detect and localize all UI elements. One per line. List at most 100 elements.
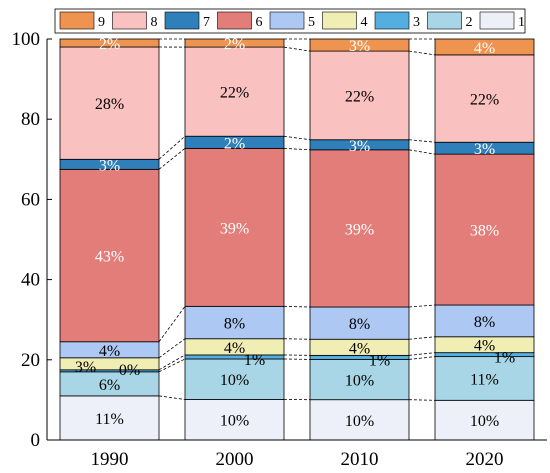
connectors <box>158 38 436 401</box>
segment-label: 4% <box>474 40 495 57</box>
bar-segment <box>309 399 410 441</box>
segment-label: 4% <box>349 340 370 357</box>
bar-segment <box>309 149 410 308</box>
bar-segment <box>59 395 160 441</box>
segment-label: 39% <box>220 220 249 237</box>
connector-line <box>158 358 186 373</box>
legend-swatch <box>479 11 515 30</box>
bar-segment <box>309 38 410 52</box>
segment-label: 2% <box>99 36 120 53</box>
legend-swatch <box>112 11 147 30</box>
legend-label: 7 <box>203 15 210 30</box>
bar-segment <box>309 306 410 340</box>
segment-label: 1% <box>369 352 390 369</box>
connector-line <box>408 139 436 143</box>
y-tick-label: 80 <box>21 109 40 130</box>
bar-segment <box>309 50 410 141</box>
connector-line <box>158 306 186 342</box>
connector-line <box>158 148 186 170</box>
bar-segment <box>184 305 285 340</box>
connector-line <box>408 399 436 401</box>
legend-swatch <box>269 11 305 30</box>
bar-segment <box>434 356 535 401</box>
y-tick-label: 0 <box>31 430 41 451</box>
segment-label: 22% <box>470 92 499 109</box>
legend-label: 8 <box>151 15 158 30</box>
connector-line <box>158 135 186 160</box>
segment-label: 10% <box>345 373 374 390</box>
connector-line <box>408 336 436 340</box>
bar-segment <box>309 358 410 401</box>
connector-line <box>408 352 436 356</box>
segment-label: 6% <box>99 377 120 394</box>
bar-segment <box>434 304 535 338</box>
bar-segment <box>434 153 535 306</box>
connector-line <box>283 135 311 141</box>
bar-segment <box>184 147 285 307</box>
legend-label: 2 <box>466 15 473 30</box>
x-tick-label: 2020 <box>466 449 504 470</box>
segment-label: 8% <box>224 316 245 333</box>
segment-label: 10% <box>220 372 249 389</box>
bar-segment <box>434 399 535 441</box>
bar-segment <box>184 38 285 48</box>
legend-label: 6 <box>256 15 263 30</box>
legend-swatch <box>164 11 200 30</box>
legend-label: 5 <box>308 15 315 30</box>
connector-line <box>408 50 436 56</box>
segment-label: 10% <box>220 413 249 430</box>
legend-label: 3 <box>413 15 420 30</box>
connector-line <box>283 147 311 151</box>
y-tick-label: 40 <box>21 270 40 291</box>
connector-line <box>283 338 311 340</box>
segment-label: 28% <box>95 96 124 113</box>
legend-label: 9 <box>98 15 105 30</box>
segment-label: 8% <box>474 314 495 331</box>
bar-segment <box>184 46 285 137</box>
connector-line <box>283 46 311 52</box>
segment-label: 3% <box>349 138 370 155</box>
x-tick-label: 2000 <box>216 449 254 470</box>
legend-swatch <box>427 11 462 30</box>
legend-swatch <box>322 11 357 30</box>
segment-label: 39% <box>345 221 374 238</box>
connector-line <box>283 305 311 308</box>
segment-label: 11% <box>470 371 499 388</box>
legend-label: 4 <box>361 15 368 30</box>
segment-label: 43% <box>95 249 124 266</box>
segment-label: 3% <box>349 38 370 55</box>
segment-label: 1% <box>494 350 515 367</box>
legend-swatch <box>374 11 410 30</box>
legend-swatch <box>59 11 95 30</box>
connector-line <box>408 149 436 155</box>
segment-label: 8% <box>349 316 370 333</box>
connector-line <box>408 356 436 360</box>
connector-line <box>408 304 436 308</box>
segment-label: 38% <box>470 223 499 240</box>
segment-label: 2% <box>224 36 245 53</box>
connector-line <box>158 395 186 400</box>
connector-line <box>158 354 186 371</box>
bar-segment <box>434 54 535 143</box>
segment-label: 2% <box>224 135 245 152</box>
segment-label: 3% <box>474 141 495 158</box>
segment-label: 10% <box>470 413 499 430</box>
legend: 9 8 7 6 5 4 3 2 1 <box>54 8 526 34</box>
segment-label: 22% <box>345 88 374 105</box>
segment-label: 4% <box>99 343 120 360</box>
y-tick-label: 60 <box>21 189 40 210</box>
segment-label: 10% <box>345 413 374 430</box>
axes: 0 20 40 60 80 100 1990 2000 2010 2020 <box>12 29 547 470</box>
legend-label: 1 <box>518 15 525 30</box>
segment-labels: 11%6%0%3%4%43%3%28%2%10%10%1%4%8%39%2%22… <box>75 36 515 430</box>
y-tick-label: 20 <box>21 350 40 371</box>
segment-label: 11% <box>95 411 124 428</box>
bars <box>59 38 535 441</box>
x-tick-label: 1990 <box>91 449 129 470</box>
x-tick-label: 2010 <box>341 449 379 470</box>
bar-segment <box>434 38 535 56</box>
segment-label: 0% <box>119 362 140 379</box>
segment-label: 3% <box>99 157 120 174</box>
bar-segment <box>59 38 160 48</box>
